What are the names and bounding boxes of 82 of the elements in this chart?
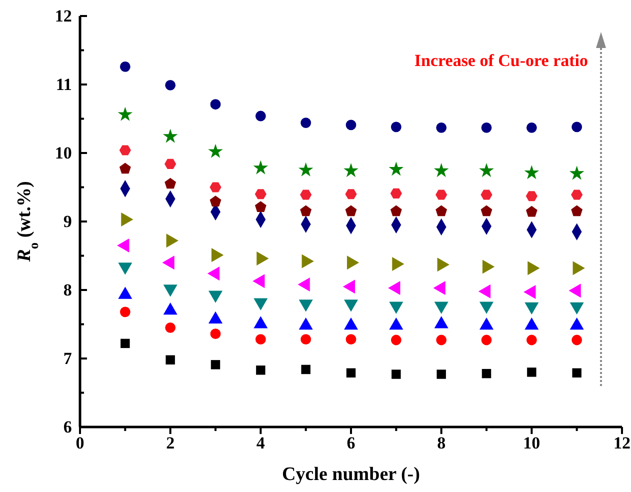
point (210, 182, 222, 192)
point (479, 163, 494, 178)
point (254, 189, 266, 200)
y-tick-label: 11 (56, 74, 72, 94)
point (436, 122, 447, 133)
point (210, 99, 221, 110)
point (118, 106, 133, 121)
point (436, 205, 448, 216)
point (388, 162, 404, 176)
point (346, 120, 356, 130)
point (120, 62, 130, 72)
point (569, 166, 584, 180)
point (390, 122, 402, 132)
point (300, 334, 312, 345)
point (527, 368, 536, 377)
y-tick-label: 9 (63, 212, 72, 231)
point (526, 334, 537, 346)
y-tick-label: 6 (63, 417, 72, 436)
point (571, 205, 583, 216)
x-tick-label: 6 (346, 434, 356, 453)
point (208, 144, 223, 158)
point (120, 338, 130, 348)
point (346, 368, 356, 378)
point (300, 118, 312, 128)
point (524, 165, 540, 180)
point (480, 190, 492, 200)
point (390, 205, 402, 216)
annotation: Increase of Cu-ore ratio (414, 51, 588, 70)
point (572, 122, 582, 132)
point (390, 188, 402, 198)
point (300, 205, 312, 216)
point (255, 334, 266, 345)
x-axis-title: Cycle number (-) (282, 464, 420, 485)
x-tick-label: 2 (166, 434, 175, 453)
x-tick-label: 4 (256, 434, 266, 453)
point (256, 366, 266, 375)
point (390, 334, 402, 346)
point (526, 191, 538, 202)
point (482, 368, 492, 378)
point (345, 189, 357, 200)
point (164, 178, 176, 189)
point (392, 370, 401, 379)
point (571, 190, 583, 200)
x-tick-label: 10 (523, 434, 540, 453)
point (254, 201, 266, 212)
point (255, 110, 266, 122)
point (210, 360, 220, 370)
y-tick-label: 12 (54, 6, 72, 26)
point (345, 205, 357, 216)
point (210, 328, 221, 340)
x-tick-label: 12 (614, 434, 630, 453)
point (481, 122, 492, 133)
x-tick-label: 8 (437, 434, 446, 453)
y-tick-label: 10 (54, 143, 72, 162)
x-tick-label: 0 (76, 434, 84, 453)
point (165, 80, 176, 90)
point (346, 334, 356, 345)
point (526, 206, 538, 217)
point (436, 370, 446, 379)
point (572, 368, 582, 378)
point (526, 122, 537, 133)
point (164, 158, 176, 169)
point (165, 322, 176, 333)
point (120, 306, 130, 318)
point (436, 334, 447, 346)
point (301, 364, 310, 374)
point (253, 160, 268, 174)
point (119, 162, 131, 174)
point (344, 163, 358, 178)
point (300, 190, 312, 200)
point (434, 163, 449, 178)
y-tick-label: 8 (63, 280, 72, 300)
point (162, 128, 178, 143)
point (481, 334, 492, 346)
point (572, 334, 582, 346)
point (436, 190, 448, 200)
point (298, 162, 314, 176)
point (119, 145, 131, 156)
point (166, 355, 175, 364)
point (480, 205, 492, 216)
point (210, 196, 222, 206)
y-tick-label: 7 (63, 348, 72, 368)
